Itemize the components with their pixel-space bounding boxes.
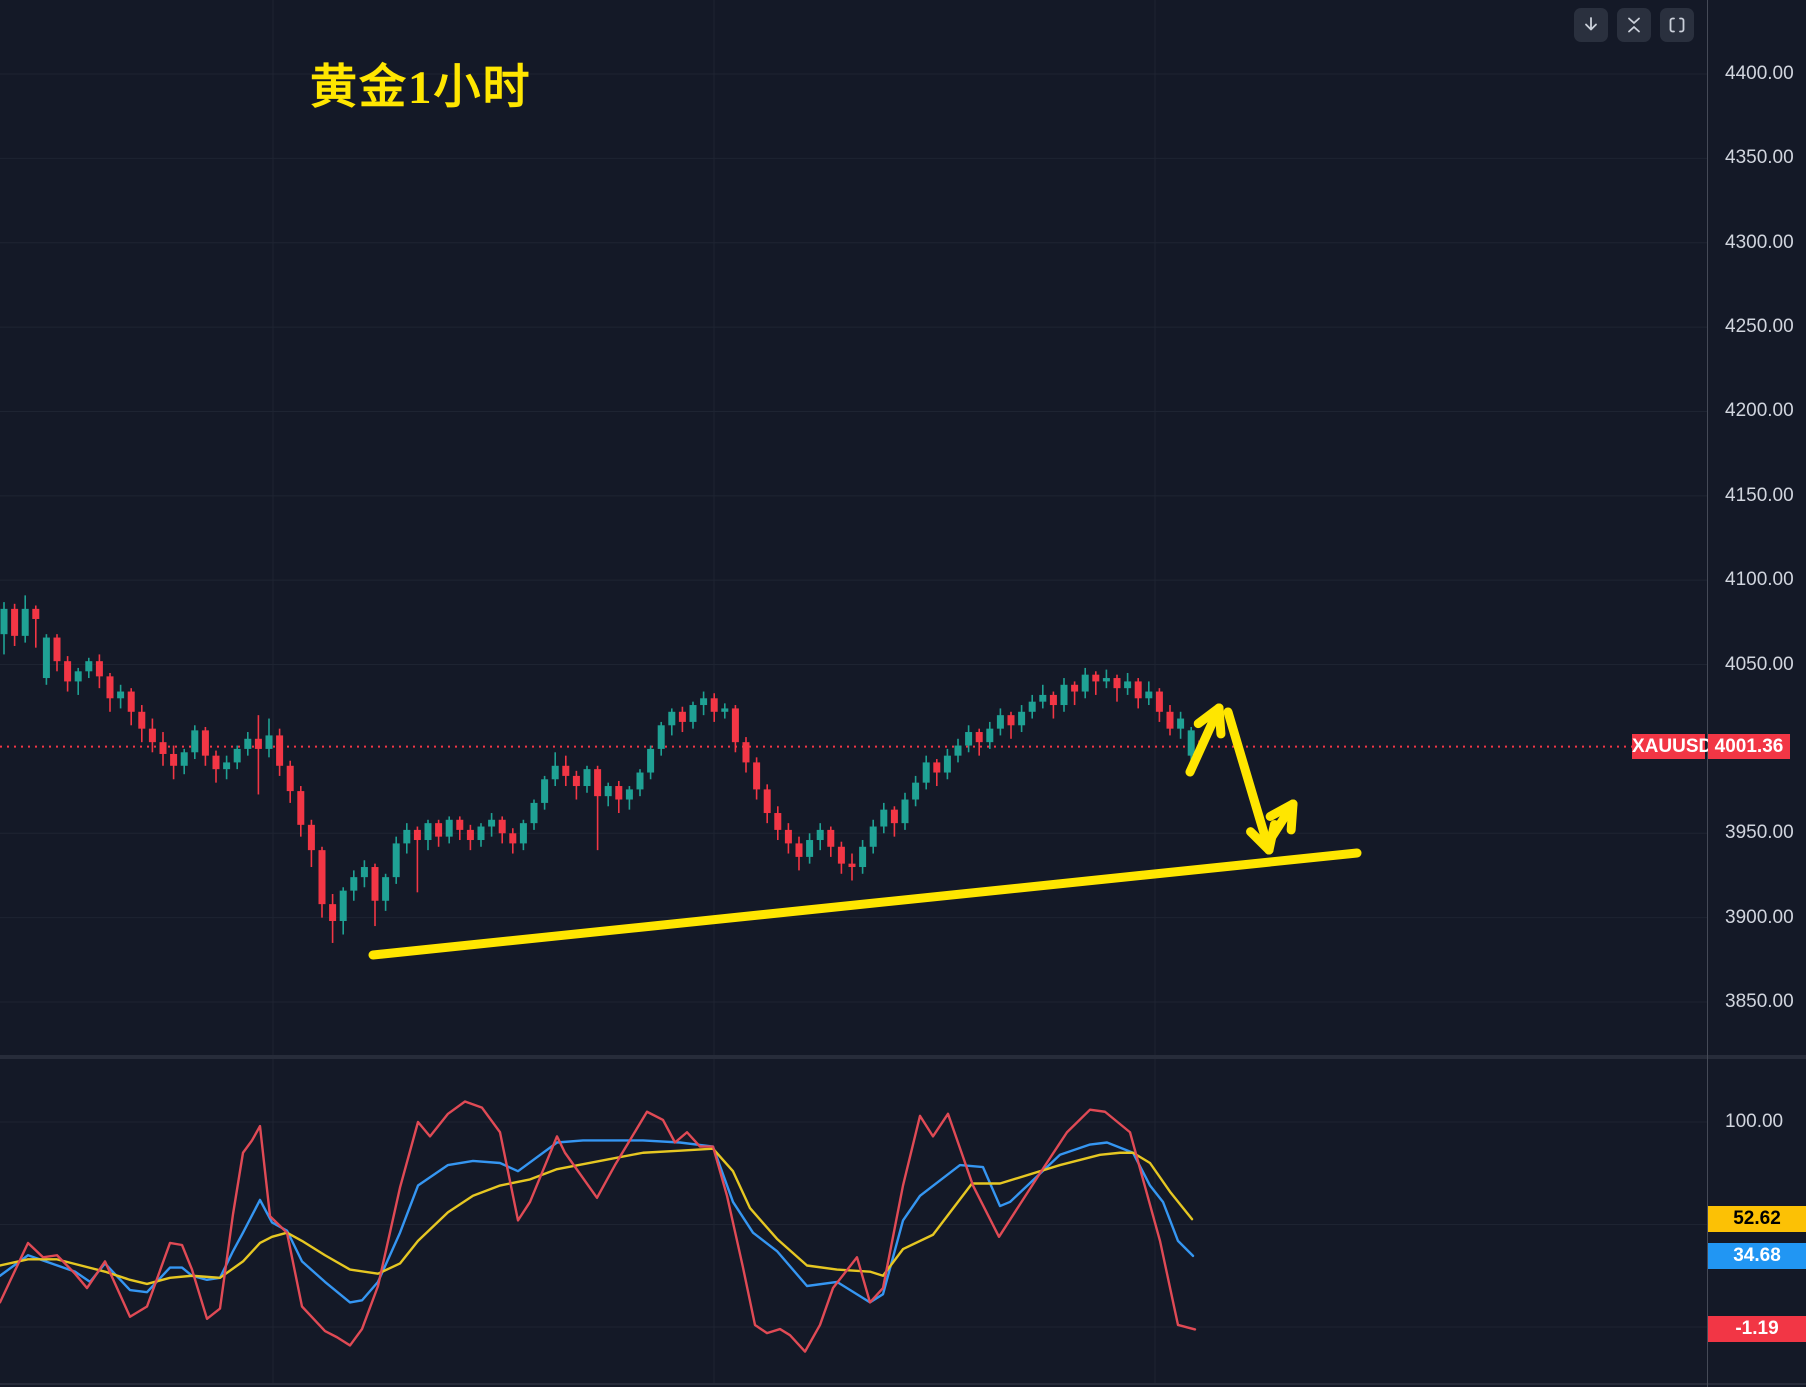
candlestick-series: [0, 595, 1206, 943]
price-tick-label: 4250.00: [1725, 316, 1794, 338]
pane-toolbar: [1574, 8, 1694, 42]
price-tick-label: 4200.00: [1725, 400, 1794, 422]
price-tick-label: 4350.00: [1725, 147, 1794, 169]
price-tick-label: 3900.00: [1725, 906, 1794, 928]
last-price-label: 4001.36: [1708, 734, 1790, 760]
arrow-drawing-3[interactable]: [1261, 799, 1298, 851]
arrow-drawing-1[interactable]: [1185, 703, 1226, 777]
gridlines: [0, 0, 1707, 1383]
price-tick-label: 3950.00: [1725, 822, 1794, 844]
symbol-label: XAUUSD: [1632, 734, 1713, 760]
bottom-edge-line: [0, 1383, 1806, 1385]
fullscreen-icon: [1667, 15, 1687, 35]
price-tick-label: 4400.00: [1725, 63, 1794, 84]
download-button[interactable]: [1574, 8, 1608, 42]
collapse-pane-button[interactable]: [1617, 8, 1651, 42]
chart-title-annotation: 黄金1小时: [310, 62, 532, 114]
price-tick-label: 4150.00: [1725, 484, 1794, 506]
pane-separator[interactable]: [0, 1055, 1806, 1059]
collapse-icon: [1624, 15, 1644, 35]
kdj-j-value-badge: -1.19: [1708, 1316, 1806, 1343]
kdj-d-line: [0, 1147, 1194, 1286]
kdj-k-value-badge: 34.68: [1708, 1242, 1806, 1269]
price-tick-label: 4050.00: [1725, 653, 1794, 675]
trendline-drawing[interactable]: [368, 848, 1362, 960]
kdj-indicator: [0, 1100, 1197, 1353]
kdj-tick-label: 100.00: [1725, 1111, 1784, 1132]
price-tick-label: 4100.00: [1725, 569, 1794, 591]
kdj-d-value-badge: 52.62: [1708, 1206, 1806, 1233]
fullscreen-button[interactable]: [1660, 8, 1694, 42]
arrow-drawing-2[interactable]: [1223, 707, 1279, 855]
price-tick-label: 4300.00: [1725, 231, 1794, 253]
price-tick-label: 3850.00: [1725, 991, 1794, 1012]
arrow-down-icon: [1581, 15, 1601, 35]
drawing-annotations[interactable]: [368, 703, 1362, 960]
price-axis-border: [1707, 0, 1708, 1387]
kdj-j-line: [0, 1100, 1197, 1353]
